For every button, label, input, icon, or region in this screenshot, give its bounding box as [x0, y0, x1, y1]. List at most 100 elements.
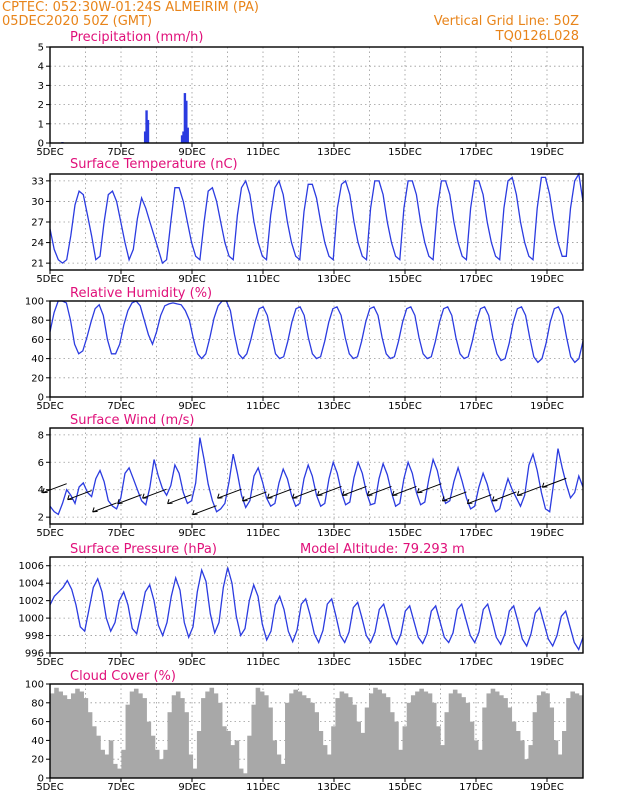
temperature-series-line — [49, 172, 584, 265]
wind-arrow-head — [466, 499, 473, 505]
precipitation-ytick-label: 1 — [38, 119, 44, 130]
cloud-cover-column — [192, 768, 198, 778]
wind-arrow — [292, 488, 317, 499]
wind-frame — [49, 427, 584, 525]
humidity-xtick-label: 13DEC — [317, 401, 351, 412]
cloud-cover-column — [528, 745, 534, 778]
temperature-xtick-label: 19DEC — [530, 274, 564, 285]
precipitation-panel: 0 1 2 3 4 5 5DEC 7DEC 9DEC 11DEC 13DEC 15DEC 17DEC 19… — [36, 43, 584, 158]
cloud-cover-column — [469, 721, 475, 778]
cloud-cover-column — [154, 749, 160, 778]
precipitation-bar — [186, 127, 189, 143]
wind-arrow-head — [67, 494, 73, 501]
header-grid-line: Vertical Grid Line: 50Z — [434, 14, 579, 29]
cloud-cover-column — [347, 697, 353, 778]
pressure-panel: 996 998 1000 1002 1004 1006 5DEC 7DEC 9DEC 11DEC 1… — [19, 556, 584, 668]
pressure-xtick-label: 15DEC — [388, 657, 422, 668]
pressure-xtick-label: 19DEC — [530, 657, 564, 668]
wind-xtick-label: 5DEC — [36, 528, 63, 539]
wind-arrow — [542, 477, 567, 488]
cloud-cover-column — [243, 773, 248, 778]
cloud-cover-column — [175, 691, 181, 778]
wind-xtick-label: 19DEC — [530, 528, 564, 539]
model-altitude-label: Model Altitude: 79.293 m — [300, 542, 465, 557]
cloud-cover-column — [465, 702, 471, 778]
pressure-ytick-label: 1002 — [19, 596, 44, 607]
wind-arrow-head — [441, 496, 448, 502]
precipitation-ytick-label: 0 — [38, 139, 44, 150]
precipitation-bar — [143, 131, 147, 143]
wind-arrow-head — [292, 493, 298, 499]
humidity-xtick-label: 19DEC — [530, 401, 564, 412]
wind-ytick-label: 4 — [38, 485, 44, 496]
wind-arrow-head — [217, 493, 223, 499]
wind-arrow — [142, 488, 167, 499]
cloud-cover-column — [184, 712, 189, 778]
precipitation-ytick-label: 5 — [38, 43, 44, 54]
cloud-cover-column — [431, 702, 437, 778]
pressure-frame — [49, 556, 584, 654]
cloud-cover-column — [415, 691, 420, 778]
cloud-cover-column — [331, 726, 336, 778]
wind-xtick-label: 13DEC — [317, 528, 351, 539]
cloud-cover-column — [394, 721, 399, 778]
cloud-cover-column — [368, 693, 374, 778]
cloud-cover-column — [83, 698, 89, 778]
cloud-cover-ytick-label: 80 — [31, 698, 44, 709]
cloud-cover-column — [398, 749, 403, 778]
cloud-cover-column — [352, 704, 357, 778]
cloud-cover-column — [112, 763, 118, 778]
pressure-xtick-label: 9DEC — [178, 657, 205, 668]
pressure-xtick-label: 11DEC — [246, 657, 280, 668]
wind-arrow-head — [366, 490, 373, 496]
wind-panel: 2 4 6 8 5DEC 7DEC 9DEC 11DEC 13DEC 15DEC 17DEC 19DE… — [36, 427, 584, 539]
cloud-cover-column — [318, 731, 324, 778]
cloud-cover-column — [205, 691, 210, 778]
cloud-cover-column — [562, 731, 567, 778]
humidity-ytick-label: 60 — [31, 335, 44, 346]
wind-arrow-head — [242, 496, 248, 502]
cloud-cover-column — [167, 712, 173, 778]
temperature-ytick-label: 30 — [31, 197, 44, 208]
cloud-cover-column — [100, 749, 105, 778]
precipitation-bar — [183, 93, 187, 143]
cloud-cover-column — [259, 691, 265, 778]
cloud-cover-column — [138, 693, 143, 778]
wind-arrow — [67, 490, 92, 501]
precipitation-xtick-label: 15DEC — [388, 147, 422, 158]
cloud-cover-xtick-label: 15DEC — [388, 782, 422, 793]
wind-arrow-head — [92, 507, 98, 513]
cloud-cover-column — [142, 698, 147, 778]
cloud-cover-column — [180, 698, 185, 778]
wind-xtick-label: 9DEC — [178, 528, 205, 539]
humidity-ytick-label: 0 — [38, 393, 44, 404]
cloud-cover-column — [159, 759, 164, 778]
wind-arrow — [267, 488, 292, 499]
wind-arrow-head — [167, 499, 173, 505]
temperature-xtick-label: 13DEC — [317, 274, 351, 285]
cloud-cover-column — [188, 754, 194, 778]
cloud-cover-ytick-label: 40 — [31, 736, 44, 747]
cloud-cover-column — [427, 693, 433, 778]
cloud-cover-frame — [49, 683, 584, 779]
header-model: TQ0126L028 — [495, 29, 579, 44]
wind-arrow-head — [317, 490, 323, 496]
precipitation-bar — [182, 131, 185, 143]
humidity-xtick-label: 5DEC — [36, 401, 63, 412]
cloud-cover-column — [389, 712, 395, 778]
cloud-cover-column — [339, 691, 345, 778]
cloud-cover-column — [444, 712, 450, 778]
humidity-series-line — [49, 300, 584, 364]
cloud-cover-column — [507, 707, 513, 778]
precipitation-xtick-label: 9DEC — [178, 147, 205, 158]
cloud-cover-column — [524, 759, 529, 778]
wind-arrow — [517, 485, 542, 496]
temperature-title: Surface Temperature (nC) — [70, 157, 238, 172]
wind-series-line — [49, 437, 584, 516]
precipitation-ytick-label: 3 — [38, 81, 44, 92]
cloud-cover-column — [499, 695, 504, 778]
cloud-cover-column — [490, 688, 496, 778]
cloud-cover-column — [503, 698, 508, 778]
cloud-cover-xtick-label: 7DEC — [107, 782, 134, 793]
